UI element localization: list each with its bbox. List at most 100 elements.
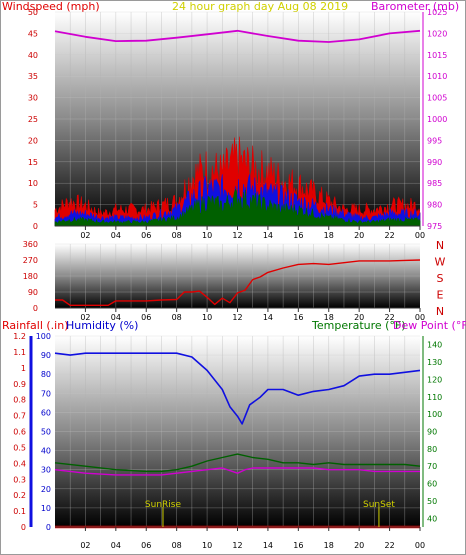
humidity-tick-label: 50 xyxy=(41,428,51,437)
rainfall-tick-label: 0.3 xyxy=(13,475,26,484)
x-tick-label: 18 xyxy=(324,231,334,240)
temperature-tick-label: 50 xyxy=(427,497,437,506)
compass-label: S xyxy=(437,272,444,285)
wind-series-blue xyxy=(54,174,421,227)
sun-marker-label: SunRise xyxy=(145,500,182,510)
temperature-tick-label: 110 xyxy=(427,393,442,402)
barometer-tick-label: 990 xyxy=(427,158,442,167)
x-tick-label: 18 xyxy=(324,313,334,322)
barometer-tick-label: 975 xyxy=(427,222,442,231)
compass-label: E xyxy=(437,289,444,302)
x-tick-label: 22 xyxy=(384,313,394,322)
direction-tick-label: 90 xyxy=(28,288,38,297)
x-tick-label: 00 xyxy=(415,313,425,322)
direction-tick-label: 180 xyxy=(23,272,38,281)
humidity-tick-label: 40 xyxy=(41,447,51,456)
x-tick-label: 12 xyxy=(232,231,242,240)
windspeed-tick-label: 10 xyxy=(28,179,38,188)
temperature-tick-label: 60 xyxy=(427,480,437,489)
x-tick-label: 16 xyxy=(293,541,303,550)
x-tick-label: 12 xyxy=(232,313,242,322)
humidity-tick-label: 70 xyxy=(41,389,51,398)
sun-marker-label: SunSet xyxy=(363,500,395,510)
dew-point-line xyxy=(54,467,420,476)
barometer-axis-title: Barometer (mb) xyxy=(371,0,460,13)
x-tick-label: 14 xyxy=(263,541,273,550)
temperature-tick-label: 100 xyxy=(427,410,442,419)
dewpoint-axis-title: Dew Point (°F) xyxy=(393,319,466,332)
x-tick-label: 16 xyxy=(293,313,303,322)
rainfall-tick-label: 0.7 xyxy=(13,412,26,421)
x-tick-label: 16 xyxy=(293,231,303,240)
x-tick-label: 04 xyxy=(111,541,121,550)
x-tick-label: 00 xyxy=(415,231,425,240)
barometer-tick-label: 1025 xyxy=(427,8,447,17)
x-tick-label: 08 xyxy=(172,231,182,240)
x-tick-label: 22 xyxy=(384,231,394,240)
windspeed-tick-label: 20 xyxy=(28,136,38,145)
x-tick-label: 20 xyxy=(354,231,364,240)
x-tick-label: 08 xyxy=(172,313,182,322)
x-tick-label: 10 xyxy=(202,231,212,240)
x-tick-label: 14 xyxy=(263,231,273,240)
rainfall-tick-label: 0.6 xyxy=(13,428,26,437)
rainfall-tick-label: 0.5 xyxy=(13,443,26,452)
rainfall-tick-label: 1 xyxy=(21,364,26,373)
direction-tick-label: 360 xyxy=(23,240,38,249)
x-tick-label: 18 xyxy=(324,541,334,550)
barometer-tick-label: 1020 xyxy=(427,29,447,38)
windspeed-tick-label: 25 xyxy=(28,115,38,124)
rainfall-tick-label: 1.2 xyxy=(13,332,26,341)
x-tick-label: 10 xyxy=(202,541,212,550)
rainfall-tick-label: 0.9 xyxy=(13,380,26,389)
temperature-tick-label: 140 xyxy=(427,341,442,350)
x-tick-label: 02 xyxy=(80,541,90,550)
temperature-tick-label: 130 xyxy=(427,358,442,367)
x-tick-label: 06 xyxy=(141,231,151,240)
barometer-tick-label: 1000 xyxy=(427,115,447,124)
windspeed-tick-label: 15 xyxy=(28,158,38,167)
barometer-tick-label: 980 xyxy=(427,201,442,210)
direction-tick-label: 0 xyxy=(33,304,38,313)
rainfall-tick-label: 1.1 xyxy=(13,348,26,357)
humidity-tick-label: 90 xyxy=(41,351,51,360)
x-tick-label: 02 xyxy=(80,231,90,240)
x-tick-label: 14 xyxy=(263,313,273,322)
humidity-tick-label: 10 xyxy=(41,504,51,513)
x-tick-label: 04 xyxy=(111,231,121,240)
wind-series-green xyxy=(54,188,421,227)
x-tick-label: 10 xyxy=(202,313,212,322)
rainfall-tick-label: 0.2 xyxy=(13,491,26,500)
barometer-line xyxy=(54,29,421,43)
compass-label: N xyxy=(436,305,444,318)
x-tick-label: 06 xyxy=(141,541,151,550)
windspeed-tick-label: 40 xyxy=(28,51,38,60)
temperature-tick-label: 40 xyxy=(427,514,437,523)
humidity-tick-label: 100 xyxy=(36,332,51,341)
windspeed-tick-label: 0 xyxy=(33,222,38,231)
humidity-tick-label: 30 xyxy=(41,466,51,475)
humidity-tick-label: 0 xyxy=(46,523,51,532)
windspeed-tick-label: 5 xyxy=(33,201,38,210)
x-tick-label: 02 xyxy=(80,313,90,322)
humidity-tick-label: 60 xyxy=(41,408,51,417)
rainfall-axis-title: Rainfall (.in) xyxy=(2,319,69,332)
barometer-tick-label: 1010 xyxy=(427,72,447,81)
barometer-tick-label: 985 xyxy=(427,179,442,188)
x-tick-label: 08 xyxy=(172,541,182,550)
temperature-axis-title: Temperature (°F) xyxy=(312,319,406,332)
compass-label: N xyxy=(436,239,444,252)
humidity-tick-label: 80 xyxy=(41,370,51,379)
chart-title: 24 hour graph day Aug 08 2019 xyxy=(172,0,349,13)
humidity-line xyxy=(54,352,421,425)
compass-label: W xyxy=(435,256,446,269)
barometer-tick-label: 995 xyxy=(427,136,442,145)
x-tick-label: 20 xyxy=(354,313,364,322)
rainfall-tick-label: 0 xyxy=(21,523,26,532)
x-tick-label: 12 xyxy=(232,541,242,550)
temperature-tick-label: 120 xyxy=(427,375,442,384)
x-tick-label: 22 xyxy=(384,541,394,550)
x-tick-label: 06 xyxy=(141,313,151,322)
barometer-tick-label: 1015 xyxy=(427,51,447,60)
